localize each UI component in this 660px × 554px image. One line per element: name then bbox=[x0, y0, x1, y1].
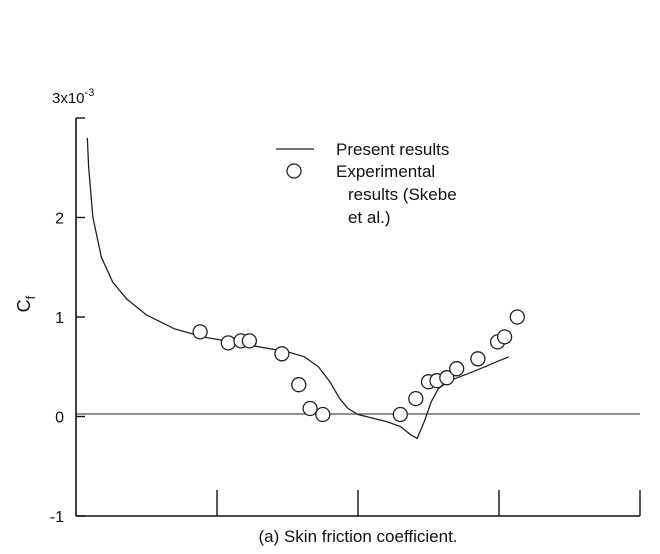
experimental-data-point bbox=[509, 309, 525, 325]
experimental-data-point bbox=[241, 333, 258, 349]
y-tick-label: 0 bbox=[55, 410, 64, 427]
legend-marker-label-line-1: Experimental bbox=[336, 162, 435, 181]
y-axis-title: Cf bbox=[14, 295, 38, 312]
experimental-data-point bbox=[192, 324, 208, 340]
legend-marker-label-line-2: results (Skebe bbox=[348, 185, 457, 204]
experimental-data-point bbox=[470, 351, 486, 367]
experimental-data-point bbox=[274, 346, 290, 362]
y-tick-label: 1 bbox=[55, 310, 64, 327]
y-axis-title-text: Cf bbox=[14, 295, 38, 312]
experimental-data-point bbox=[449, 361, 465, 377]
plot-area bbox=[86, 137, 525, 440]
legend-line-label: Present results bbox=[336, 140, 449, 159]
experimental-data-point bbox=[496, 329, 513, 345]
experimental-data-point bbox=[220, 335, 236, 351]
experimental-data-point bbox=[315, 406, 331, 423]
present-results-line bbox=[86, 137, 510, 440]
y-multiplier-label: 3x10-3 bbox=[52, 87, 94, 107]
legend: Present results Experimental results (Sk… bbox=[276, 140, 457, 227]
experimental-data-point bbox=[408, 390, 424, 407]
y-tick-label: -1 bbox=[50, 509, 64, 526]
legend-marker-swatch bbox=[286, 163, 302, 179]
chart-caption: (a) Skin friction coefficient. bbox=[258, 527, 457, 546]
y-tick-label: 2 bbox=[55, 211, 64, 228]
experimental-data-point bbox=[302, 400, 318, 417]
experimental-data-point bbox=[439, 370, 455, 386]
axis-ticks: 2 1 0 -1 bbox=[50, 117, 641, 526]
legend-marker-label-line-3: et al.) bbox=[348, 208, 391, 227]
experimental-data-point bbox=[392, 406, 408, 423]
experimental-data-point bbox=[291, 377, 307, 393]
